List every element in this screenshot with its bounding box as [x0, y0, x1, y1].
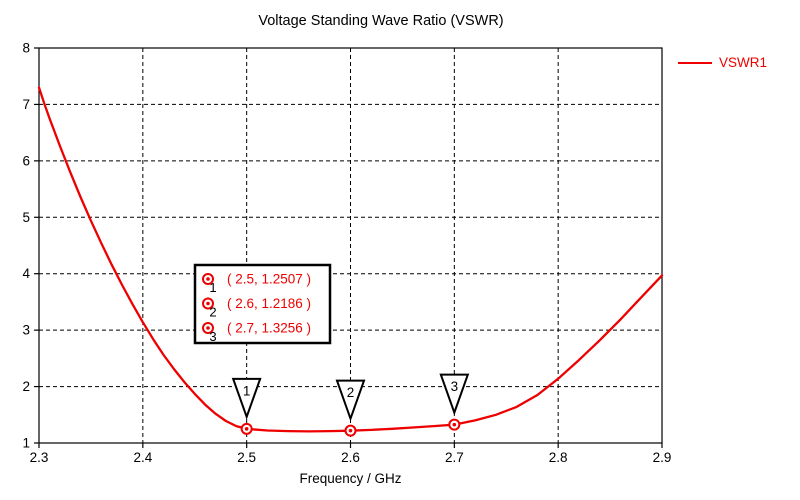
marker-point-dot-3 [452, 422, 457, 427]
readout-marker-number-1: 1 [209, 280, 216, 295]
legend-label: VSWR1 [719, 55, 768, 70]
x-tick-label-2.6: 2.6 [341, 450, 360, 465]
readout-marker-icon-dot-2 [206, 301, 210, 306]
marker-triangle-label-3: 3 [451, 379, 459, 394]
readout-marker-icon-dot-3 [206, 326, 210, 330]
y-tick-label-2: 2 [22, 379, 30, 394]
readout-marker-number-3: 3 [209, 329, 216, 344]
marker-triangle-1[interactable] [231, 377, 262, 420]
x-tick-label-2.8: 2.8 [549, 450, 568, 465]
readout-marker-coords-1: ( 2.5, 1.2507 ) [227, 272, 311, 287]
y-tick-label-1: 1 [22, 436, 30, 451]
readout-marker-coords-3: ( 2.7, 1.3256 ) [227, 321, 311, 336]
marker-triangle-label-2: 2 [347, 385, 355, 400]
legend-line-icon [678, 61, 712, 64]
readout-marker-number-2: 2 [209, 305, 216, 320]
x-axis-label: Frequency / GHz [299, 471, 402, 486]
x-tick-label-2.3: 2.3 [30, 450, 49, 465]
marker-triangle-2[interactable] [335, 379, 366, 422]
x-tick-label-2.5: 2.5 [237, 450, 256, 465]
marker-triangle-label-1: 1 [243, 383, 251, 398]
marker-triangle-3[interactable] [439, 373, 470, 416]
y-tick-label-4: 4 [22, 266, 30, 281]
y-tick-label-3: 3 [22, 323, 30, 338]
y-tick-label-8: 8 [22, 41, 30, 56]
x-tick-label-2.7: 2.7 [445, 450, 464, 465]
x-tick-label-2.4: 2.4 [133, 450, 152, 465]
y-tick-label-6: 6 [22, 153, 30, 168]
marker-readout-box [193, 263, 332, 345]
y-tick-label-5: 5 [22, 210, 30, 225]
readout-marker-icon-dot-1 [206, 277, 210, 281]
chart-title: Voltage Standing Wave Ratio (VSWR) [258, 13, 504, 29]
legend: VSWR1 [678, 55, 767, 70]
readout-marker-coords-2: ( 2.6, 1.2186 ) [227, 296, 311, 311]
x-tick-label-2.9: 2.9 [653, 450, 672, 465]
marker-point-dot-2 [348, 428, 353, 433]
y-tick-label-7: 7 [22, 97, 30, 112]
marker-point-dot-1 [244, 427, 249, 431]
